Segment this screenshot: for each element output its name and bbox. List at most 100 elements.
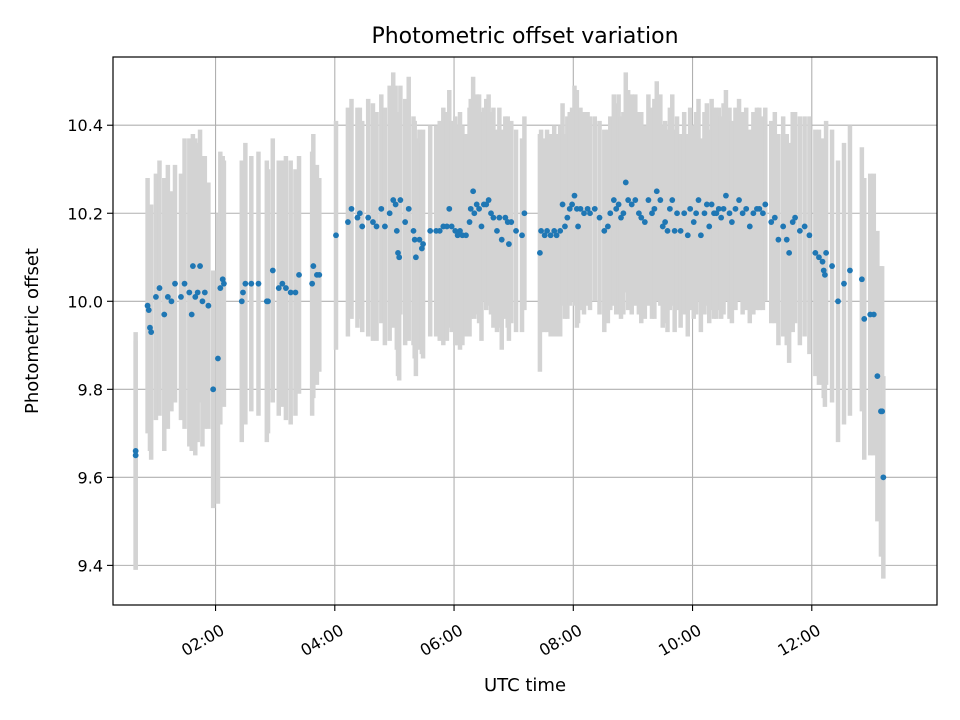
data-point [786, 249, 793, 256]
data-point [418, 245, 425, 252]
data-point [768, 219, 775, 225]
data-point [604, 223, 611, 230]
data-point [359, 223, 366, 230]
data-point [635, 210, 642, 217]
data-point [771, 214, 778, 221]
data-point [715, 205, 722, 212]
data-point [508, 219, 515, 225]
data-point [847, 267, 853, 274]
data-point [201, 289, 208, 296]
data-point [172, 280, 178, 287]
data-point [659, 223, 666, 230]
data-point [664, 227, 671, 234]
data-point [762, 201, 769, 208]
data-point [153, 293, 159, 300]
data-point [681, 210, 688, 217]
data-point [671, 227, 678, 234]
data-point [210, 386, 217, 393]
data-point [466, 219, 473, 225]
data-point [392, 201, 399, 208]
data-point [219, 276, 226, 283]
data-point [622, 179, 629, 186]
data-point [775, 236, 782, 243]
data-point [373, 223, 380, 230]
data-point [690, 219, 697, 225]
data-point [880, 474, 887, 481]
data-point [792, 214, 798, 221]
data-point [789, 219, 796, 225]
data-point [240, 289, 246, 296]
data-point [557, 227, 564, 234]
data-point [541, 232, 548, 239]
data-point [287, 289, 294, 296]
data-point [759, 210, 766, 217]
data-point [381, 223, 388, 230]
data-point [728, 219, 735, 225]
data-point [443, 223, 450, 230]
data-point [483, 201, 490, 208]
data-point [348, 205, 355, 212]
data-point [296, 271, 302, 278]
data-point [521, 210, 528, 217]
data-point [199, 298, 206, 305]
data-point [463, 232, 469, 239]
data-point [820, 267, 827, 274]
data-point [796, 227, 803, 234]
data-point [718, 214, 725, 221]
data-point [819, 258, 826, 265]
data-point [457, 227, 463, 234]
data-point [378, 205, 385, 212]
data-point [674, 210, 680, 217]
data-point [448, 223, 455, 230]
data-point [547, 232, 554, 239]
data-point [490, 214, 497, 221]
data-point [316, 271, 323, 278]
data-point [397, 197, 404, 203]
data-point [620, 210, 627, 217]
data-point [708, 201, 715, 208]
data-point [205, 302, 212, 309]
data-point [662, 219, 669, 225]
data-point [147, 324, 153, 331]
data-point [879, 408, 886, 415]
data-point [823, 249, 829, 256]
data-point [720, 205, 727, 212]
data-point [746, 223, 753, 230]
data-point [370, 219, 376, 225]
data-point [265, 298, 271, 305]
y-tick-label: 10.2 [67, 204, 103, 223]
data-point [687, 205, 694, 212]
data-point [581, 210, 587, 217]
data-point [396, 254, 403, 261]
data-point [697, 232, 704, 239]
data-point [506, 241, 512, 247]
data-point [632, 197, 639, 203]
data-point [168, 298, 175, 305]
data-point [181, 280, 188, 287]
data-point [591, 205, 598, 212]
data-point [596, 214, 603, 221]
data-point [354, 214, 361, 221]
data-point [390, 197, 397, 203]
data-point [345, 219, 351, 225]
data-point [485, 197, 492, 203]
data-points [132, 179, 887, 481]
data-point [452, 227, 459, 234]
data-point [684, 232, 691, 239]
data-point [420, 241, 426, 247]
data-point [186, 289, 193, 296]
data-point [156, 285, 163, 291]
data-point [713, 210, 720, 217]
data-point [841, 280, 847, 287]
data-point [192, 293, 199, 300]
data-point [577, 205, 584, 212]
data-point [502, 214, 509, 221]
data-point [613, 205, 620, 212]
data-point [649, 210, 655, 217]
data-point [816, 254, 822, 261]
data-point [215, 355, 221, 362]
data-point [498, 236, 505, 243]
data-point [538, 227, 544, 234]
data-point [279, 280, 286, 287]
